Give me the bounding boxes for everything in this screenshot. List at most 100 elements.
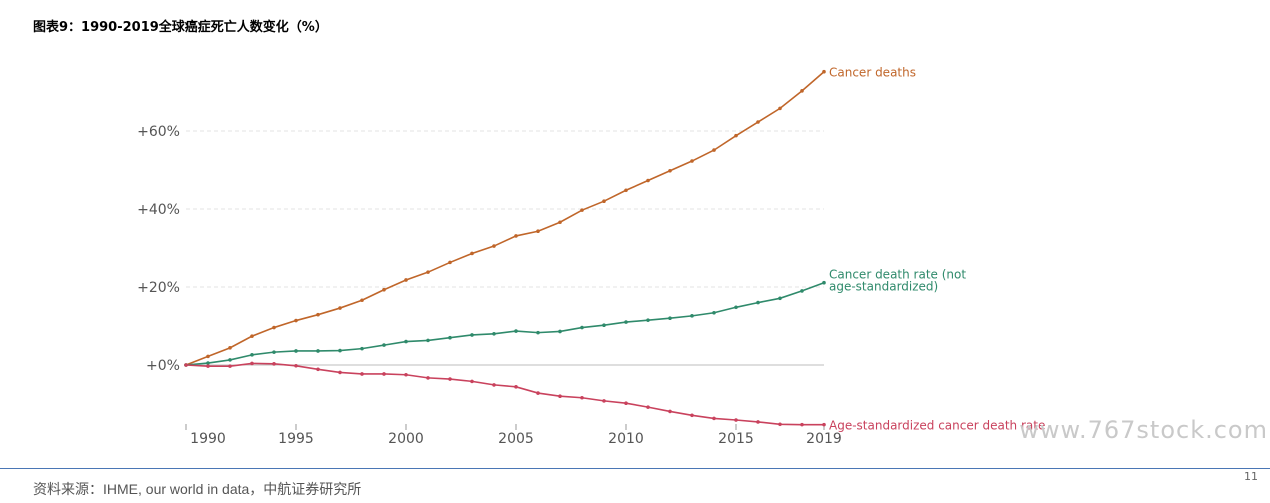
data-point <box>778 296 782 301</box>
data-point <box>558 220 562 225</box>
data-point <box>228 346 232 350</box>
y-tick-label: +40% <box>137 202 180 218</box>
data-point <box>250 361 254 366</box>
data-point <box>514 234 518 238</box>
data-point <box>514 385 518 389</box>
x-tick-label: 2015 <box>718 431 754 447</box>
data-point <box>734 133 738 138</box>
data-point <box>822 422 826 427</box>
data-point <box>536 229 540 234</box>
data-point <box>800 289 804 293</box>
data-point <box>470 379 474 384</box>
data-point <box>492 332 496 336</box>
data-point <box>690 314 694 318</box>
data-point <box>316 367 320 372</box>
data-point <box>712 148 716 152</box>
series-label: Cancer deaths <box>829 66 916 80</box>
data-point <box>426 376 430 380</box>
data-point <box>382 372 386 376</box>
footer-divider <box>0 468 1270 469</box>
series-label-line: Cancer deaths <box>829 66 916 80</box>
data-point <box>756 300 760 305</box>
data-point <box>558 329 562 334</box>
data-point <box>580 395 584 400</box>
data-point <box>272 325 276 330</box>
data-point <box>580 208 584 212</box>
data-point <box>514 329 518 333</box>
y-tick-label: +60% <box>137 124 180 140</box>
data-point <box>734 305 738 310</box>
series-label: Cancer death rate (not age-standardized) <box>829 268 966 294</box>
data-point <box>316 312 320 317</box>
data-point <box>360 346 364 351</box>
x-tick-label: 2019 <box>806 431 842 447</box>
x-tick-label: 2010 <box>608 431 644 447</box>
data-point <box>690 159 694 163</box>
data-point <box>294 318 298 323</box>
data-point <box>470 251 474 256</box>
data-point <box>624 188 628 193</box>
data-point <box>624 401 628 406</box>
data-point <box>360 372 364 376</box>
x-tick-label: 2000 <box>388 431 424 447</box>
x-axis-ticks: 1990 1995 2000 2005 2010 2015 2019 <box>185 424 842 447</box>
data-point <box>448 260 452 265</box>
data-point <box>382 287 386 292</box>
data-point <box>272 350 276 354</box>
data-point <box>712 416 716 421</box>
data-point <box>206 364 210 368</box>
data-point <box>646 318 650 322</box>
data-point <box>294 363 298 368</box>
data-point <box>360 298 364 303</box>
data-point <box>316 349 320 353</box>
data-point <box>712 310 716 315</box>
data-point <box>448 377 452 381</box>
grid-layer <box>186 130 824 366</box>
y-axis-ticks: +0% +20% +40% +60% <box>137 124 180 374</box>
series-line <box>185 71 825 366</box>
data-point <box>294 349 298 353</box>
data-point <box>250 353 254 357</box>
data-point <box>646 405 650 409</box>
data-point <box>756 120 760 124</box>
data-point <box>492 244 496 248</box>
page-title: 图表9：1990-2019全球癌症死亡人数变化（%） <box>33 20 328 35</box>
data-point <box>800 422 804 427</box>
data-point <box>822 69 826 74</box>
data-point <box>448 335 452 340</box>
data-point <box>184 363 188 367</box>
data-point <box>602 399 606 403</box>
data-point <box>558 394 562 399</box>
data-point <box>536 330 540 335</box>
data-point <box>272 362 276 366</box>
data-point <box>228 364 232 368</box>
data-point <box>668 316 672 321</box>
data-point <box>492 383 496 387</box>
data-point <box>338 348 342 353</box>
data-point <box>668 409 672 414</box>
data-point <box>756 420 760 424</box>
data-point <box>382 343 386 347</box>
data-point <box>206 361 210 365</box>
data-point <box>690 413 694 418</box>
data-point <box>338 306 342 310</box>
data-point <box>404 339 408 344</box>
data-point <box>602 199 606 203</box>
series-layer <box>184 69 826 427</box>
data-point <box>602 323 606 328</box>
data-point <box>624 320 628 324</box>
data-point <box>404 278 408 282</box>
data-point <box>426 338 430 343</box>
series-label: Age-standardized cancer death rate <box>829 419 1045 433</box>
y-tick-label: +20% <box>137 280 180 296</box>
data-point <box>206 354 210 359</box>
data-point <box>646 178 650 183</box>
y-tick-label: +0% <box>146 358 180 374</box>
data-point <box>250 334 254 338</box>
data-point <box>426 270 430 274</box>
data-point <box>734 418 738 422</box>
data-point <box>404 372 408 377</box>
watermark: www.767stock.com <box>1019 416 1268 444</box>
series-label-line: age-standardized) <box>829 280 938 294</box>
x-tick-label: 1995 <box>278 431 314 447</box>
